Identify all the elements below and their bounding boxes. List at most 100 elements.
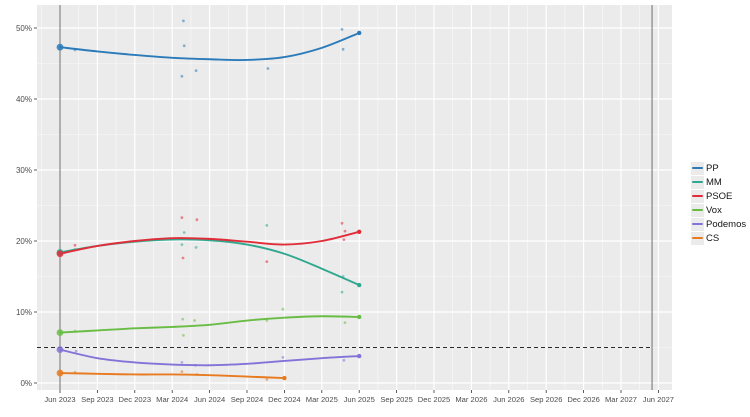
legend-label: CS xyxy=(706,232,720,244)
x-axis-label: Dec 2023 xyxy=(119,395,152,404)
x-axis-label: Sep 2024 xyxy=(231,395,264,404)
poll-point-psoe xyxy=(195,218,199,222)
poll-point-mm xyxy=(340,290,344,294)
legend-line-swatch xyxy=(692,209,703,211)
legend-item-mm[interactable]: MM xyxy=(691,175,746,189)
election-result-dot-psoe xyxy=(56,250,64,258)
poll-point-vox xyxy=(343,321,347,324)
legend-item-psoe[interactable]: PSOE xyxy=(691,189,746,203)
legend-label: PP xyxy=(706,162,719,174)
x-axis-label: Jun 2024 xyxy=(194,395,225,404)
x-axis-labels: Jun 2023 Sep 2023 Dec 2023 Mar 2024 Jun 2024… xyxy=(44,395,674,404)
legend: PP MM PSOE Vox Podemos CS xyxy=(691,161,746,245)
grid-lines xyxy=(37,5,672,390)
y-axis-label: 30% xyxy=(16,166,32,175)
legend-item-cs[interactable]: CS xyxy=(691,231,746,245)
poll-point-mm xyxy=(194,246,198,249)
x-axis-label: Jun 2025 xyxy=(344,395,375,404)
trend-end-dot-psoe xyxy=(357,229,362,234)
poll-point-pp xyxy=(194,69,198,72)
x-axis-label: Sep 2025 xyxy=(380,395,413,404)
poll-point-podemos xyxy=(74,349,78,353)
poll-point-mm xyxy=(265,224,269,227)
poll-point-pp xyxy=(341,47,345,51)
poll-point-mm xyxy=(180,243,184,247)
axis-ticks xyxy=(34,27,659,393)
y-axis-label: 20% xyxy=(16,237,32,246)
poll-point-podemos xyxy=(342,358,346,362)
trend-line-psoe xyxy=(59,230,361,255)
trend-end-dot-podemos xyxy=(357,353,362,359)
legend-item-podemos[interactable]: Podemos xyxy=(691,217,746,231)
plot-panel xyxy=(37,5,672,390)
x-axis-label: Mar 2024 xyxy=(156,395,188,404)
legend-label: MM xyxy=(706,176,722,188)
poll-point-psoe xyxy=(265,260,269,263)
poll-point-psoe xyxy=(73,243,77,247)
result-dots xyxy=(56,30,362,381)
x-axis-label: Jun 2026 xyxy=(493,395,524,404)
legend-key-pp-icon xyxy=(691,161,704,175)
poll-point-pp xyxy=(182,44,186,48)
election-date-markers xyxy=(59,5,653,390)
poll-point-cs xyxy=(180,370,184,373)
legend-item-pp[interactable]: PP xyxy=(691,161,746,175)
trend-line-pp xyxy=(59,32,361,61)
legend-label: PSOE xyxy=(706,190,733,202)
trend-end-dot-cs xyxy=(282,375,287,381)
legend-key-podemos-icon xyxy=(691,217,704,231)
legend-label: Podemos xyxy=(706,218,747,230)
poll-point-psoe xyxy=(180,216,184,220)
legend-label: Vox xyxy=(706,204,722,216)
panel-background xyxy=(37,5,672,390)
poll-point-psoe xyxy=(340,221,344,225)
poll-points xyxy=(73,19,347,381)
legend-line-swatch xyxy=(692,223,703,225)
trend-end-dot-pp xyxy=(357,30,362,36)
y-axis-label: 10% xyxy=(16,308,32,317)
trend-line-podemos xyxy=(59,348,361,367)
poll-point-pp xyxy=(182,19,185,23)
legend-key-mm-icon xyxy=(691,175,704,189)
trend-end-dot-vox xyxy=(357,314,362,320)
legend-line-swatch xyxy=(692,181,703,183)
legend-key-psoe-icon xyxy=(691,189,704,203)
election-result-dot-pp xyxy=(56,43,64,51)
legend-key-cs-icon xyxy=(691,231,704,245)
election-result-dot-vox xyxy=(56,329,64,336)
trend-line-vox xyxy=(59,315,361,334)
y-axis-label: 40% xyxy=(16,95,32,104)
poll-point-cs xyxy=(265,378,269,381)
poll-point-psoe xyxy=(343,229,347,233)
trend-end-dot-mm xyxy=(357,282,362,288)
poll-point-pp xyxy=(180,74,184,78)
poll-point-mm xyxy=(182,231,186,234)
poll-point-podemos xyxy=(180,361,184,364)
legend-key-vox-icon xyxy=(691,203,704,217)
x-axis-label: Dec 2025 xyxy=(418,395,451,404)
x-axis-label: Sep 2026 xyxy=(530,395,563,404)
poll-point-pp xyxy=(266,67,270,70)
poll-point-vox xyxy=(181,317,185,321)
x-axis-label: Mar 2025 xyxy=(306,395,338,404)
x-axis-label: Dec 2026 xyxy=(567,395,600,404)
x-axis-label: Mar 2027 xyxy=(605,395,637,404)
y-axis-labels: 0% 10% 20% 30% 40% 50% xyxy=(16,24,32,388)
legend-item-vox[interactable]: Vox xyxy=(691,203,746,217)
legend-line-swatch xyxy=(692,167,703,169)
poll-point-psoe xyxy=(181,256,185,260)
x-axis-label: Dec 2024 xyxy=(268,395,301,404)
poll-point-vox xyxy=(281,307,285,311)
x-axis-label: Jun 2027 xyxy=(643,395,674,404)
x-axis-label: Mar 2026 xyxy=(455,395,487,404)
poll-point-pp xyxy=(340,28,344,31)
poll-point-psoe xyxy=(342,238,346,242)
poll-point-podemos xyxy=(281,356,285,359)
trend-lines xyxy=(59,32,361,379)
legend-line-swatch xyxy=(692,237,703,239)
x-axis-label: Sep 2023 xyxy=(81,395,114,404)
election-result-dot-cs xyxy=(56,369,64,377)
y-axis-label: 0% xyxy=(20,379,32,388)
